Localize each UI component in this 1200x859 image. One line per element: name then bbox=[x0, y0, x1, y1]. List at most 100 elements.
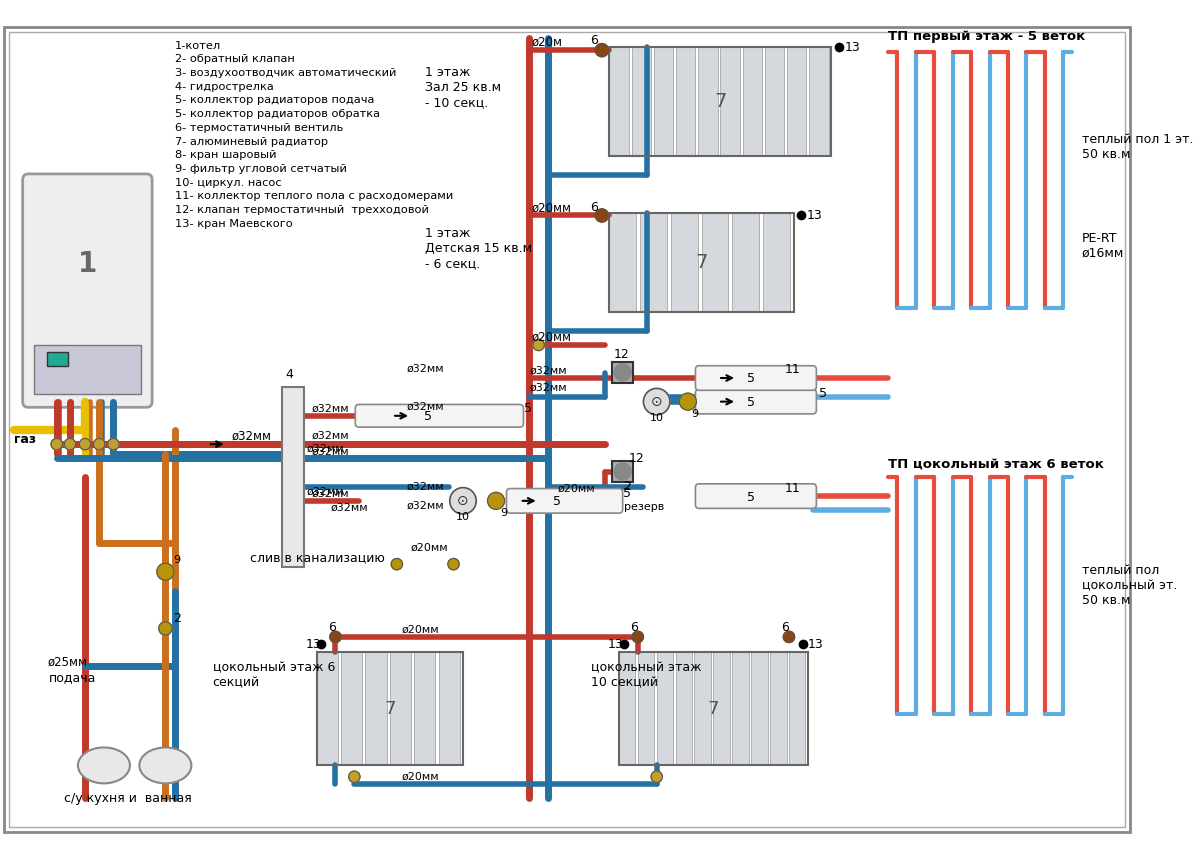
Text: ⊙: ⊙ bbox=[457, 494, 469, 508]
Circle shape bbox=[52, 438, 62, 450]
Text: с/у кухня и  ванная: с/у кухня и ванная bbox=[65, 792, 192, 805]
Text: ø25мм: ø25мм bbox=[47, 656, 88, 669]
Text: ø20мм: ø20мм bbox=[402, 771, 439, 782]
Bar bbox=[751, 652, 768, 765]
Bar bbox=[612, 362, 634, 383]
Text: ø32мм: ø32мм bbox=[529, 382, 566, 393]
Text: 1: 1 bbox=[78, 250, 97, 278]
Bar bbox=[743, 47, 762, 156]
Text: 11: 11 bbox=[785, 363, 800, 376]
Bar bbox=[317, 652, 463, 765]
Text: ø32мм: ø32мм bbox=[312, 430, 349, 441]
Text: 13: 13 bbox=[845, 40, 860, 54]
Circle shape bbox=[614, 463, 631, 480]
Text: теплый пол
цокольный эт.
50 кв.м: теплый пол цокольный эт. 50 кв.м bbox=[1082, 564, 1177, 607]
Circle shape bbox=[450, 488, 476, 514]
Text: ø32мм: ø32мм bbox=[529, 365, 566, 375]
Bar bbox=[610, 47, 629, 156]
Text: газ: газ bbox=[14, 433, 36, 446]
Bar bbox=[671, 213, 697, 312]
Circle shape bbox=[158, 622, 172, 635]
Circle shape bbox=[679, 393, 696, 410]
Bar bbox=[390, 652, 410, 765]
Bar bbox=[656, 652, 673, 765]
Circle shape bbox=[595, 209, 608, 222]
Text: ø20м: ø20м bbox=[532, 36, 563, 49]
Text: 10: 10 bbox=[456, 512, 470, 522]
Text: 9: 9 bbox=[173, 556, 180, 565]
Text: ø20мм: ø20мм bbox=[402, 624, 439, 634]
Text: ø32мм: ø32мм bbox=[312, 403, 349, 413]
Text: ø32мм: ø32мм bbox=[307, 486, 344, 497]
Text: 5: 5 bbox=[623, 487, 631, 500]
Bar bbox=[764, 47, 784, 156]
Bar bbox=[676, 652, 692, 765]
Text: 5- коллектор радиаторов обратка: 5- коллектор радиаторов обратка bbox=[175, 109, 380, 119]
Circle shape bbox=[349, 771, 360, 783]
Text: 6: 6 bbox=[328, 621, 336, 634]
Bar bbox=[695, 652, 710, 765]
Bar bbox=[720, 47, 739, 156]
Bar bbox=[637, 652, 654, 765]
Ellipse shape bbox=[78, 747, 130, 783]
Text: PE-RT
ø16мм: PE-RT ø16мм bbox=[1082, 232, 1124, 259]
Text: 4: 4 bbox=[286, 368, 293, 381]
Text: 13: 13 bbox=[305, 638, 320, 651]
Bar bbox=[282, 387, 305, 567]
Text: 13: 13 bbox=[808, 638, 823, 651]
Text: 13: 13 bbox=[607, 638, 623, 651]
Circle shape bbox=[94, 438, 104, 450]
Text: 7: 7 bbox=[384, 700, 396, 718]
Text: цокольный этаж 6
секций: цокольный этаж 6 секций bbox=[212, 661, 335, 690]
Circle shape bbox=[652, 771, 662, 783]
Bar bbox=[809, 47, 829, 156]
Text: 6: 6 bbox=[781, 621, 790, 634]
Text: 2- обратный клапан: 2- обратный клапан bbox=[175, 54, 294, 64]
Circle shape bbox=[330, 631, 341, 643]
Bar bbox=[612, 461, 634, 482]
Text: 6: 6 bbox=[590, 34, 599, 47]
Text: 7: 7 bbox=[695, 253, 708, 271]
FancyBboxPatch shape bbox=[696, 389, 816, 414]
Text: 11: 11 bbox=[785, 482, 800, 495]
Bar bbox=[610, 213, 793, 312]
Bar bbox=[732, 213, 758, 312]
Bar bbox=[788, 652, 805, 765]
Text: резерв: резерв bbox=[624, 503, 664, 513]
Text: ø32мм: ø32мм bbox=[307, 444, 344, 454]
Text: 9: 9 bbox=[500, 509, 506, 518]
FancyBboxPatch shape bbox=[696, 484, 816, 509]
Text: 9- фильтр угловой сетчатый: 9- фильтр угловой сетчатый bbox=[175, 164, 347, 174]
Circle shape bbox=[784, 631, 794, 643]
Text: 13- кран Маевского: 13- кран Маевского bbox=[175, 219, 293, 228]
Circle shape bbox=[643, 388, 670, 415]
Text: ø32мм: ø32мм bbox=[407, 363, 444, 374]
Text: 8- кран шаровый: 8- кран шаровый bbox=[175, 150, 276, 161]
Text: ТП первый этаж - 5 веток: ТП первый этаж - 5 веток bbox=[888, 30, 1086, 44]
Bar bbox=[610, 47, 832, 156]
Text: 3- воздухоотводчик автоматический: 3- воздухоотводчик автоматический bbox=[175, 68, 396, 78]
Text: 6: 6 bbox=[630, 621, 638, 634]
Text: 12: 12 bbox=[613, 348, 629, 361]
Text: ø20мм: ø20мм bbox=[532, 331, 572, 344]
Bar bbox=[640, 213, 667, 312]
Bar bbox=[365, 652, 386, 765]
Circle shape bbox=[157, 564, 174, 580]
Text: 9: 9 bbox=[691, 409, 698, 419]
Bar bbox=[317, 652, 337, 765]
Text: 5: 5 bbox=[424, 411, 432, 423]
Bar bbox=[414, 652, 436, 765]
FancyBboxPatch shape bbox=[696, 366, 816, 390]
Text: 10: 10 bbox=[649, 412, 664, 423]
Text: ø32мм: ø32мм bbox=[312, 488, 349, 498]
Bar bbox=[619, 652, 808, 765]
Bar bbox=[47, 352, 68, 366]
Circle shape bbox=[391, 558, 402, 570]
Circle shape bbox=[108, 438, 119, 450]
Circle shape bbox=[79, 438, 91, 450]
Text: ø32мм: ø32мм bbox=[407, 501, 444, 510]
Circle shape bbox=[614, 364, 631, 381]
Text: ø20мм: ø20мм bbox=[532, 201, 572, 215]
Text: 13: 13 bbox=[806, 209, 823, 222]
FancyBboxPatch shape bbox=[506, 489, 623, 513]
